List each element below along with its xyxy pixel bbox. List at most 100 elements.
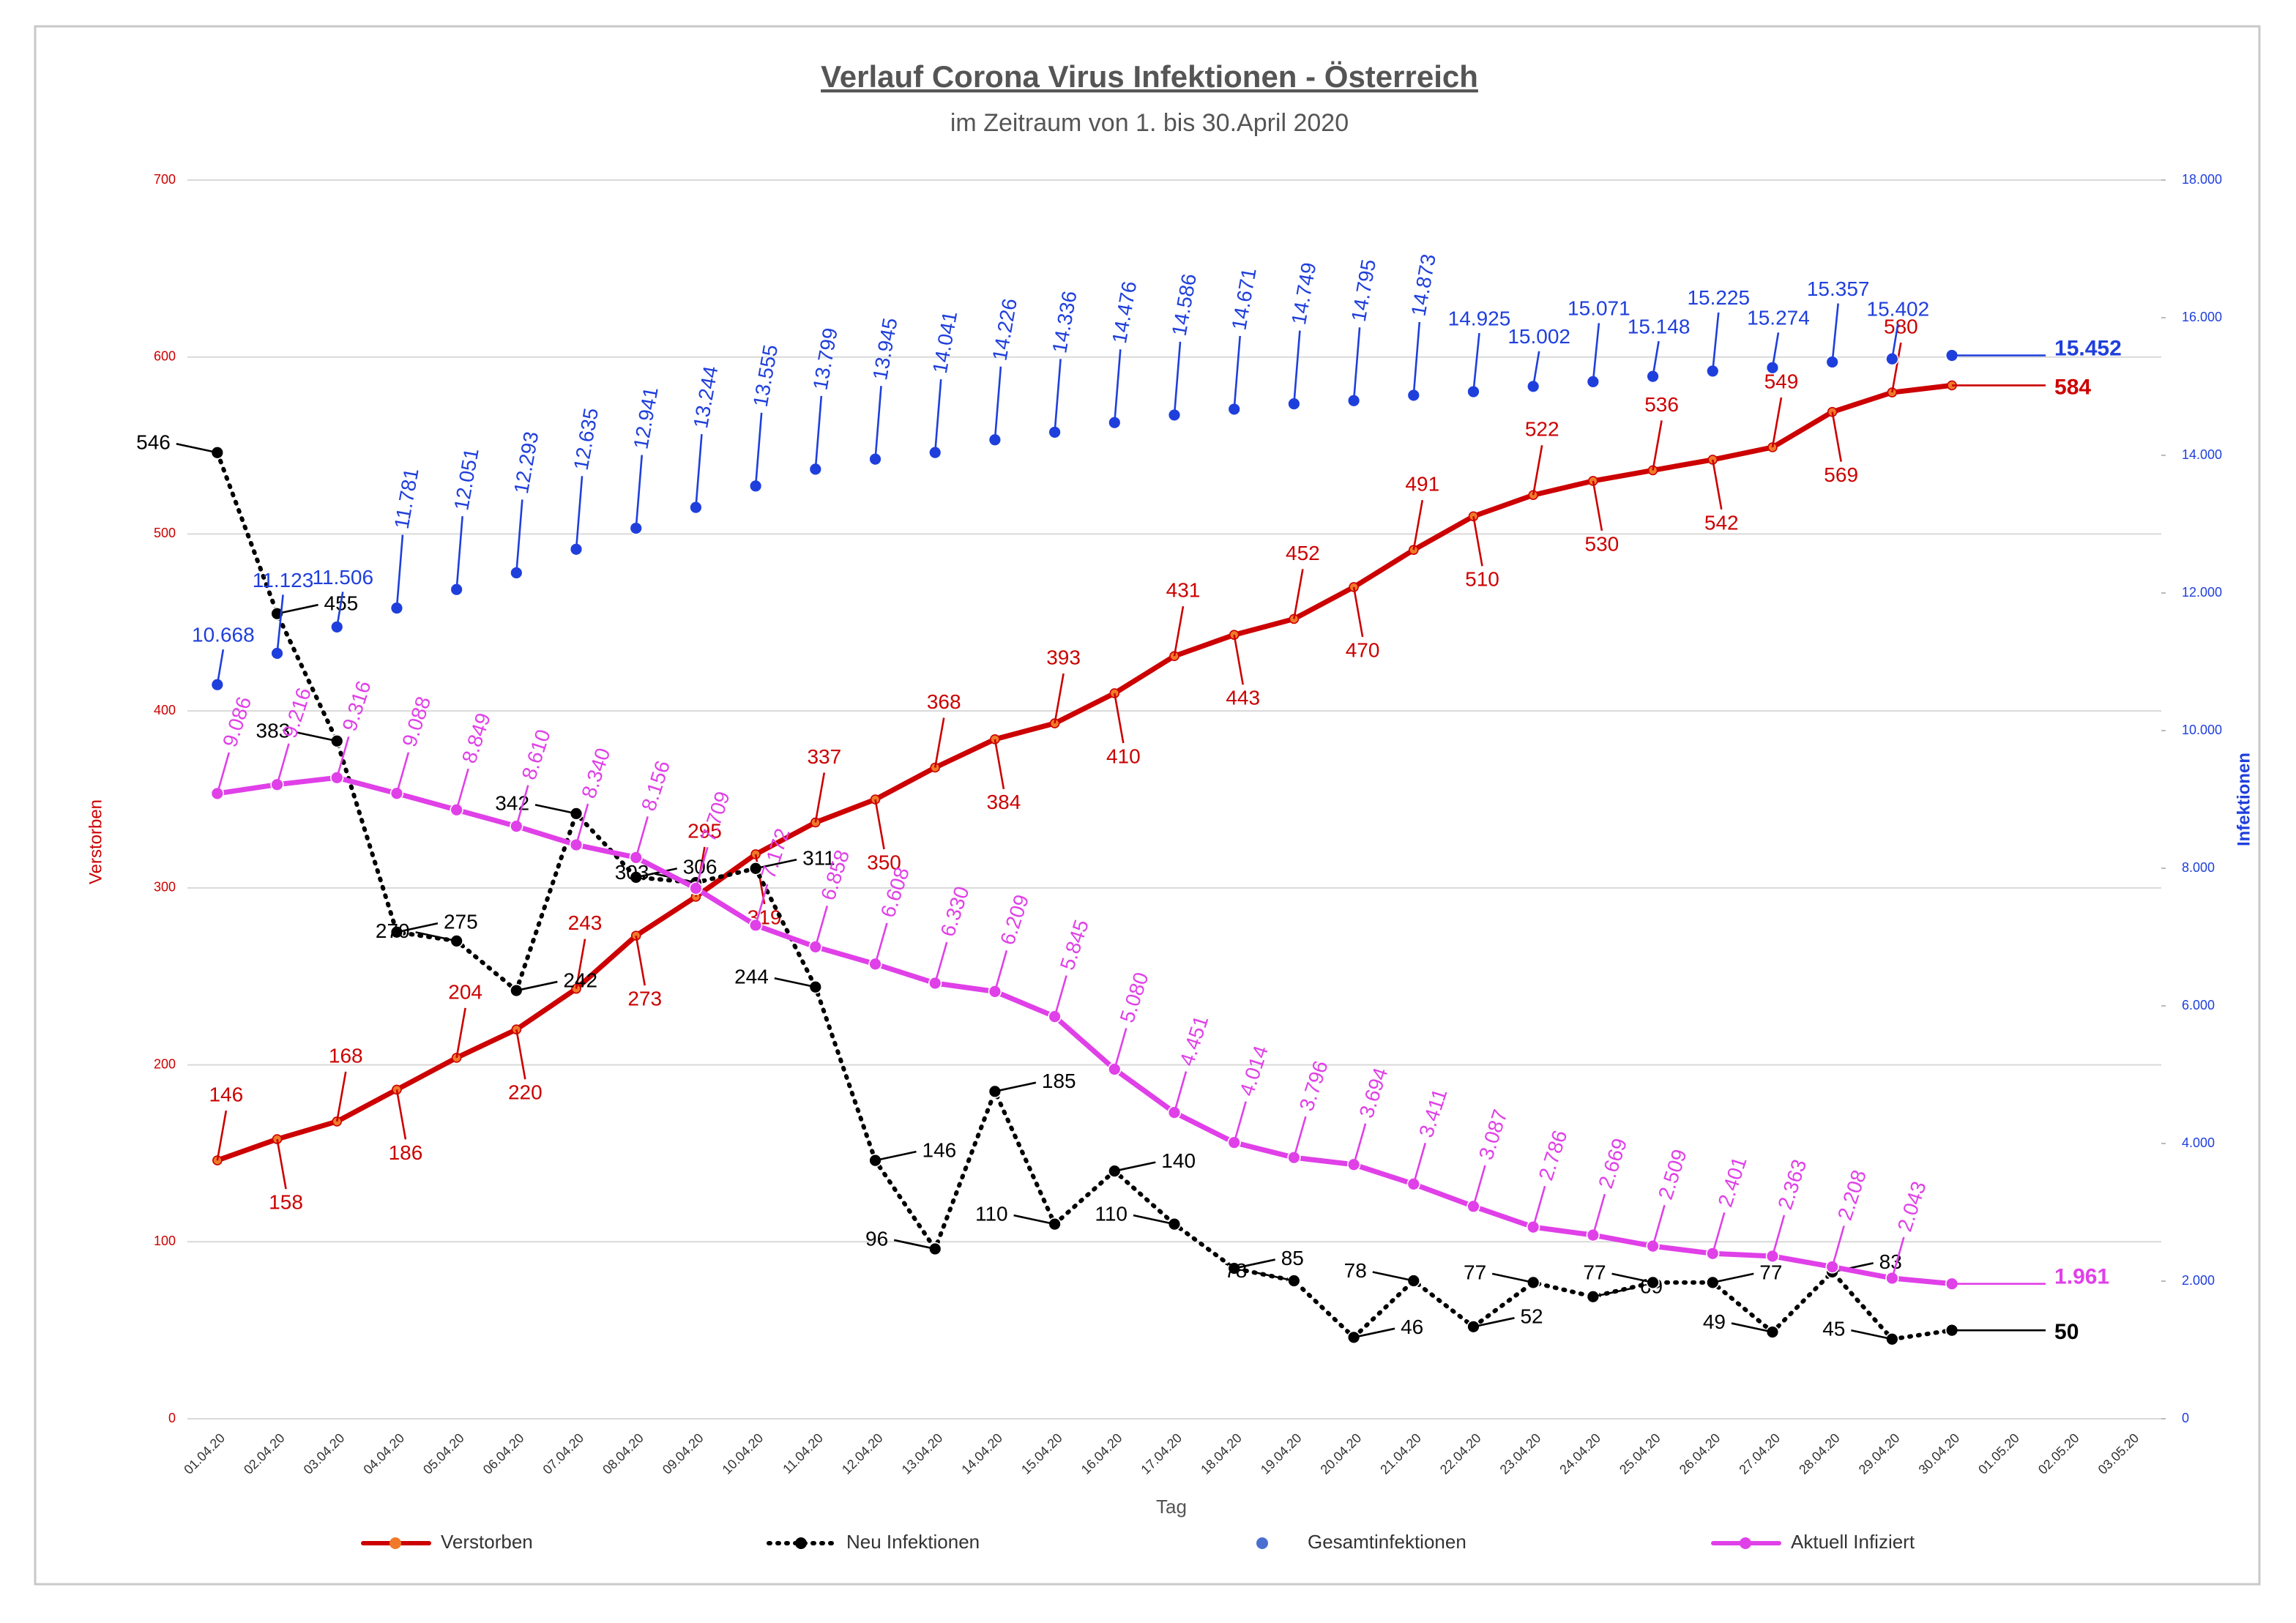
data-label: 140 (1161, 1149, 1196, 1172)
data-label: 15.452 (2054, 336, 2122, 360)
label-leader (875, 1150, 917, 1162)
label-leader (295, 731, 338, 742)
data-label: 342 (495, 792, 529, 815)
label-leader (396, 922, 439, 933)
y2-tick-label: 18.000 (2182, 172, 2222, 187)
label-leader (1891, 323, 1899, 359)
data-label: 510 (1465, 568, 1499, 591)
label-leader (1731, 1322, 1773, 1333)
y2-tick-label: 2.000 (2182, 1273, 2215, 1288)
label-leader (1253, 1271, 1294, 1282)
label-leader (1054, 975, 1067, 1017)
label-leader (1831, 1225, 1845, 1267)
label-leader (754, 412, 763, 486)
data-label: 270 (376, 919, 410, 942)
label-leader (1472, 1165, 1486, 1207)
label-leader (335, 1071, 347, 1122)
data-label: 580 (1884, 315, 1918, 337)
label-leader (1173, 341, 1182, 416)
data-label: 186 (389, 1141, 423, 1164)
data-label: 542 (1704, 511, 1739, 534)
label-leader (1851, 1329, 1893, 1340)
y2-tick-label: 6.000 (2182, 998, 2215, 1012)
data-point (510, 819, 523, 833)
data-label: 78 (1224, 1259, 1247, 1282)
data-label: 243 (568, 911, 603, 934)
legend-label: Aktuell Infiziert (1791, 1531, 1915, 1553)
legend-marker (390, 1537, 401, 1549)
y2-tick-label: 14.000 (2182, 447, 2222, 462)
label-leader (874, 386, 882, 460)
label-leader (1372, 1271, 1414, 1282)
label-leader (1352, 327, 1361, 401)
legend-label: Verstorben (441, 1531, 533, 1553)
label-leader (1412, 321, 1421, 396)
label-leader (1293, 330, 1301, 404)
legend-marker (1740, 1537, 1751, 1549)
label-leader (455, 516, 463, 590)
series-line (215, 775, 1955, 1287)
label-leader (933, 379, 942, 453)
data-label: 15.148 (1628, 315, 1691, 337)
data-label: 295 (687, 819, 722, 842)
label-leader (814, 905, 829, 947)
y-tick-label: 500 (154, 526, 176, 540)
y-tick-label: 400 (154, 703, 176, 717)
label-leader (1592, 1286, 1635, 1298)
data-label: 77 (1583, 1261, 1606, 1283)
y-tick-label: 600 (154, 348, 176, 363)
label-leader (1114, 349, 1122, 423)
label-leader (277, 603, 318, 615)
label-leader (933, 941, 948, 984)
label-leader (335, 736, 350, 778)
data-label: 158 (269, 1190, 303, 1213)
data-label: 168 (329, 1044, 363, 1067)
label-leader (1353, 1327, 1395, 1339)
label-leader (1771, 332, 1780, 368)
data-label: 204 (448, 980, 482, 1003)
data-label: 244 (734, 966, 769, 988)
label-leader (1473, 1317, 1515, 1328)
label-leader (1173, 605, 1185, 657)
label-leader (1771, 1215, 1786, 1257)
label-leader (933, 717, 945, 768)
data-label: 303 (615, 861, 649, 884)
label-leader (635, 816, 649, 858)
data-label: 96 (865, 1227, 888, 1250)
label-leader (1652, 1204, 1666, 1247)
label-leader (534, 804, 577, 815)
label-leader (994, 739, 1005, 790)
label-leader (515, 1029, 526, 1080)
label-leader (1054, 359, 1062, 433)
label-leader (695, 846, 709, 889)
x-axis-title: Tag (1156, 1496, 1187, 1518)
legend-label: Neu Infektionen (846, 1531, 980, 1553)
data-label: 311 (802, 847, 835, 870)
data-label: 52 (1520, 1305, 1543, 1328)
label-leader (1234, 1258, 1275, 1269)
label-leader (1412, 499, 1424, 551)
label-leader (1592, 1193, 1606, 1236)
data-label: 368 (927, 690, 961, 713)
label-leader (1293, 1116, 1307, 1158)
label-leader (636, 868, 677, 878)
data-label: 49 (1703, 1310, 1726, 1333)
data-label: 275 (444, 911, 478, 933)
data-point (390, 786, 404, 800)
label-leader (575, 476, 584, 550)
label-leader (1532, 1185, 1546, 1228)
data-label: 146 (209, 1083, 243, 1105)
label-leader (1173, 1071, 1188, 1113)
label-leader (1114, 1028, 1128, 1070)
data-label: 46 (1401, 1316, 1423, 1338)
data-label: 220 (508, 1081, 543, 1104)
label-leader (1592, 480, 1603, 531)
data-label: 384 (987, 791, 1021, 813)
y2-tick-label: 0 (2182, 1411, 2189, 1425)
label-leader (635, 935, 646, 986)
data-label: 337 (807, 745, 841, 768)
data-label: 15.402 (1867, 298, 1930, 321)
data-label: 536 (1644, 393, 1679, 416)
label-leader (575, 939, 586, 989)
